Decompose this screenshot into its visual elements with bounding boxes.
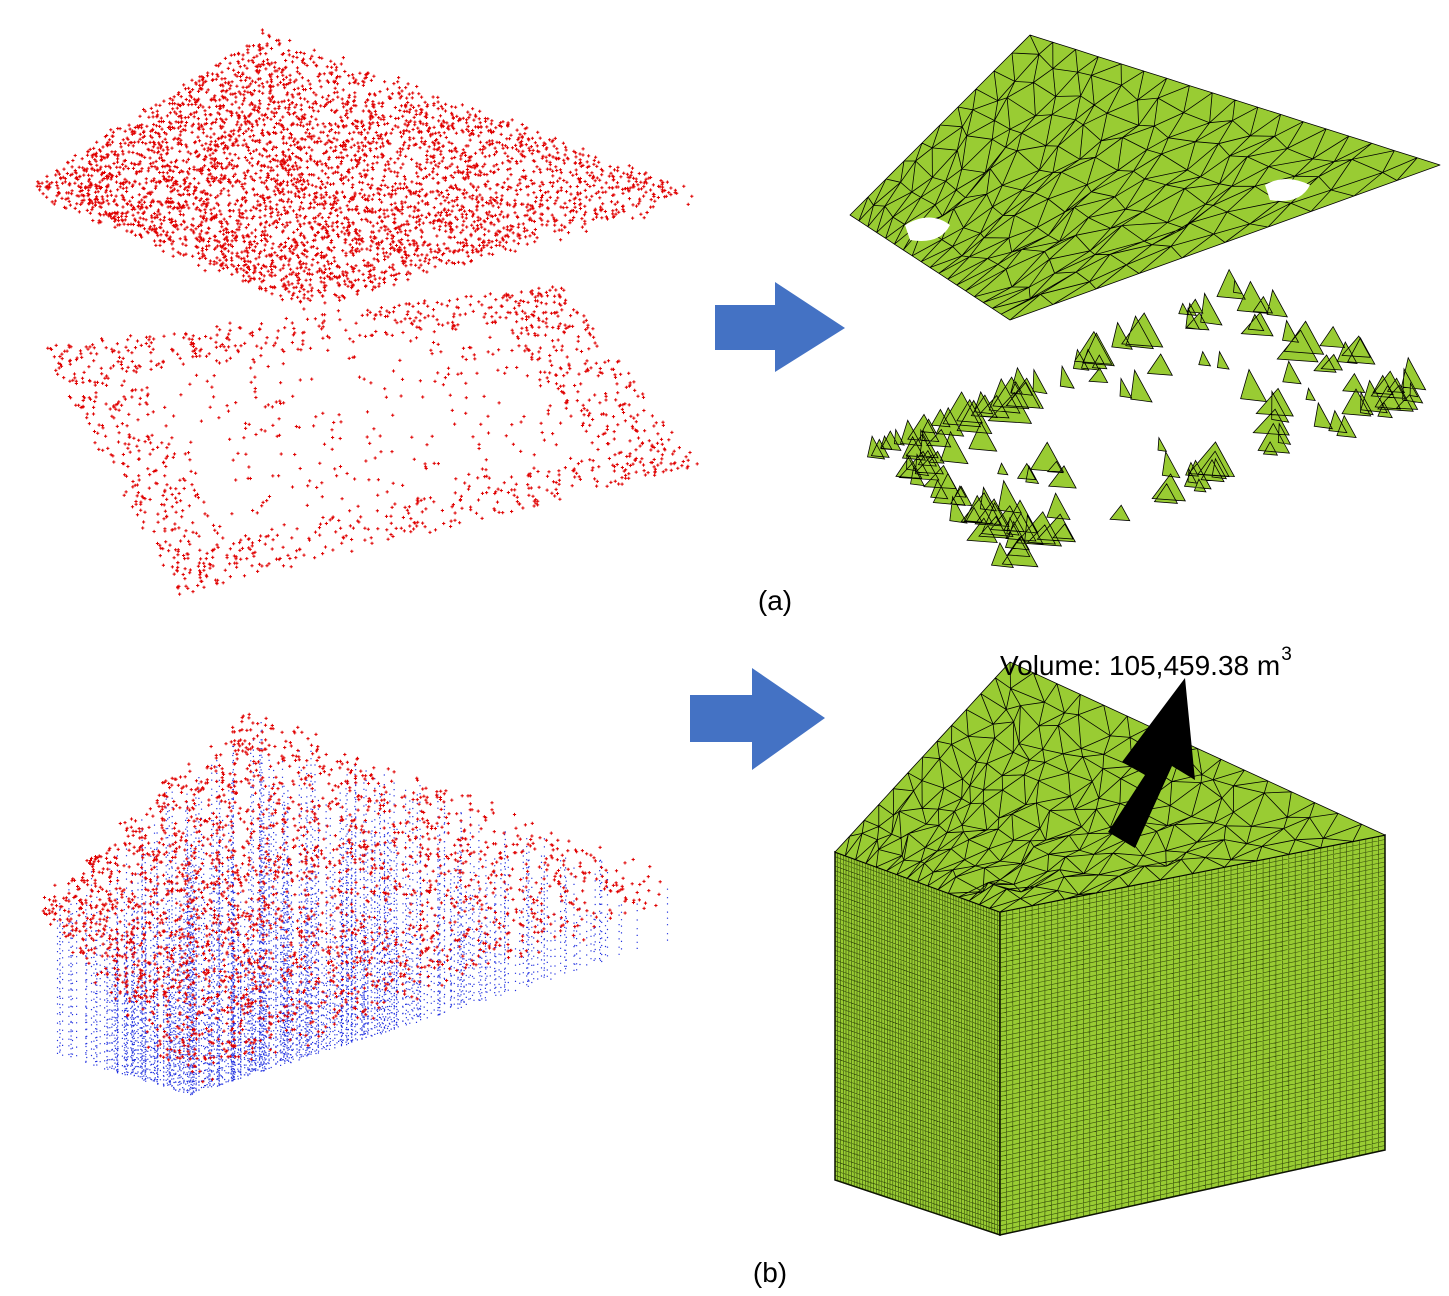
- point-cloud: [42, 713, 662, 1083]
- panel-label: (a): [758, 585, 792, 616]
- drawing: [36, 28, 1440, 1235]
- point-cloud: [57, 722, 668, 1095]
- mesh-lines: [835, 852, 1000, 1235]
- mesh: [850, 35, 1440, 320]
- arrow: [715, 282, 845, 372]
- arrow: [690, 668, 825, 770]
- volume-label: Volume: 105,459.38 m: [1000, 650, 1280, 681]
- panel-label: (b): [753, 1257, 787, 1288]
- volume-unit-exponent: 3: [1281, 644, 1292, 665]
- mesh-fragments: [868, 270, 1426, 568]
- point-cloud: [36, 28, 699, 595]
- figure: (a) (b) Volume: 105,459.38 m 3: [0, 0, 1449, 1296]
